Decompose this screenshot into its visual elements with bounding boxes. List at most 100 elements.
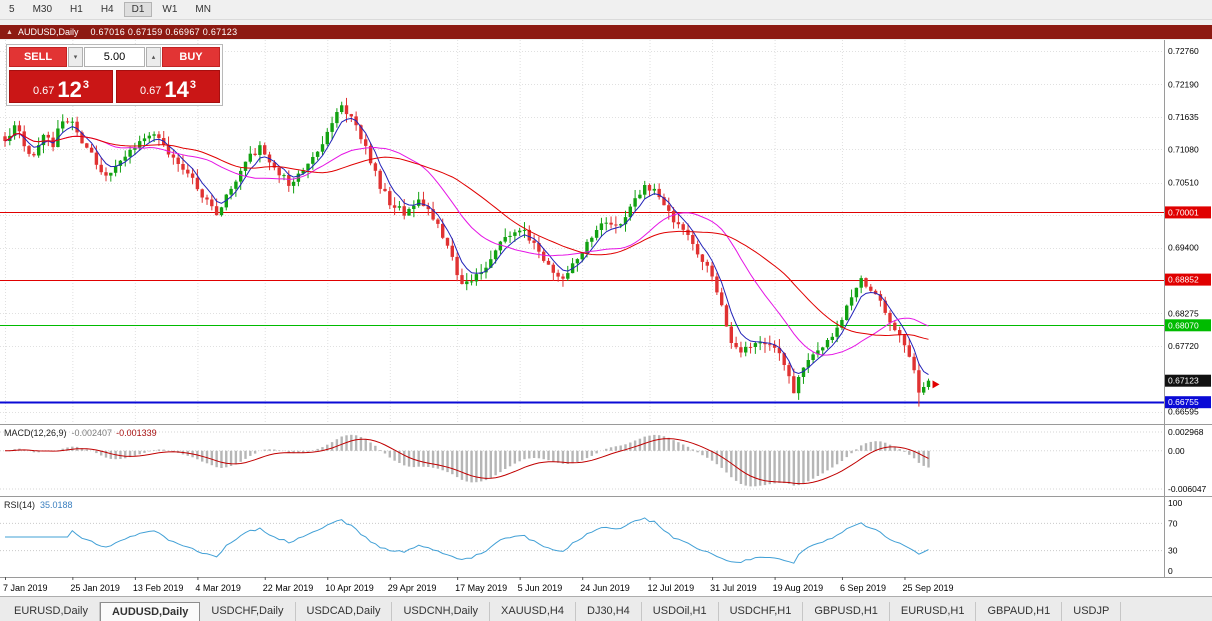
period-button-5[interactable]: 5 [9, 4, 15, 15]
rsi-axis: 100 70 30 0 [1168, 498, 1182, 576]
price-level-lines[interactable] [0, 212, 1164, 404]
svg-text:25 Jan 2019: 25 Jan 2019 [70, 583, 120, 593]
sell-button[interactable]: SELL [9, 47, 67, 67]
candles-series [3, 97, 931, 407]
moving-average-lines [4, 117, 929, 376]
svg-text:0.68070: 0.68070 [1168, 320, 1199, 330]
svg-text:0: 0 [1168, 566, 1173, 576]
tab-audusd-daily[interactable]: AUDUSD,Daily [99, 602, 201, 621]
svg-text:0.68852: 0.68852 [1168, 275, 1199, 285]
macd-axis: 0.002968 0.00 -0.006047 [1168, 427, 1207, 494]
tab-eurusd-daily[interactable]: EURUSD,Daily [3, 602, 100, 621]
chart-title: AUDUSD,Daily [17, 27, 79, 37]
macd-indicator-label: MACD(12,26,9) -0.002407 -0.001339 [4, 428, 157, 438]
svg-text:0.68275: 0.68275 [1168, 308, 1199, 318]
volume-increase-button[interactable]: ▴ [146, 47, 161, 67]
tab-xauusd-h4[interactable]: XAUUSD,H4 [490, 602, 576, 621]
svg-text:6 Sep 2019: 6 Sep 2019 [840, 583, 886, 593]
svg-text:0.72190: 0.72190 [1168, 79, 1199, 89]
svg-text:17 May 2019: 17 May 2019 [455, 583, 507, 593]
svg-text:22 Mar 2019: 22 Mar 2019 [263, 583, 314, 593]
chart-icon: ▲ [6, 28, 13, 36]
macd-histogram [8, 434, 930, 487]
svg-text:0.67720: 0.67720 [1168, 341, 1199, 351]
svg-text:0.70001: 0.70001 [1168, 207, 1199, 217]
tab-usdcad-daily[interactable]: USDCAD,Daily [296, 602, 393, 621]
period-button-w1[interactable]: W1 [162, 4, 178, 15]
svg-text:0.70510: 0.70510 [1168, 178, 1199, 188]
sell-price-sup: 3 [82, 79, 90, 91]
period-button-h4[interactable]: H4 [100, 4, 114, 15]
tab-dj30-h4[interactable]: DJ30,H4 [576, 602, 642, 621]
svg-text:0.00: 0.00 [1168, 446, 1185, 456]
svg-text:0.67123: 0.67123 [1168, 376, 1199, 386]
tab-usdcnh-daily[interactable]: USDCNH,Daily [392, 602, 491, 621]
svg-text:13 Feb 2019: 13 Feb 2019 [133, 583, 184, 593]
panel-separators [0, 40, 1212, 578]
svg-text:10 Apr 2019: 10 Apr 2019 [325, 583, 374, 593]
trade-arrow-icon [932, 380, 940, 389]
svg-text:4 Mar 2019: 4 Mar 2019 [195, 583, 241, 593]
period-button-m30[interactable]: M30 [32, 4, 53, 15]
svg-text:0.66595: 0.66595 [1168, 407, 1199, 417]
rsi-grid [0, 522, 1164, 552]
macd-grid [0, 431, 1164, 490]
svg-text:0.71080: 0.71080 [1168, 144, 1199, 154]
sell-price-big: 12 [57, 77, 82, 102]
tab-usdchf-h1[interactable]: USDCHF,H1 [719, 602, 804, 621]
svg-text:-0.006047: -0.006047 [1168, 484, 1207, 494]
buy-price-sup: 3 [189, 79, 197, 91]
svg-text:31 Jul 2019: 31 Jul 2019 [710, 583, 757, 593]
chart-ohlc-values: 0.67016 0.67159 0.66967 0.67123 [90, 27, 238, 37]
rsi-value: 35.0188 [40, 500, 73, 510]
tab-gbpusd-h1[interactable]: GBPUSD,H1 [803, 602, 890, 621]
svg-text:12 Jul 2019: 12 Jul 2019 [648, 583, 695, 593]
rsi-line [5, 517, 929, 564]
svg-text:0.71635: 0.71635 [1168, 112, 1199, 122]
buy-price-button[interactable]: 0.67 14 3 [116, 70, 220, 103]
chart-caption-bar[interactable]: ▲ AUDUSD,Daily 0.67016 0.67159 0.66967 0… [0, 25, 1212, 39]
tab-usdjp[interactable]: USDJP [1062, 602, 1122, 621]
svg-text:30: 30 [1168, 546, 1178, 556]
tab-usdoil-h1[interactable]: USDOil,H1 [642, 602, 719, 621]
timeframe-toolbar: 5 M30 H1 H4 D1 W1 MN [0, 0, 1212, 20]
buy-button[interactable]: BUY [162, 47, 220, 67]
macd-main-value: -0.002407 [71, 428, 113, 438]
svg-text:0.66755: 0.66755 [1168, 397, 1199, 407]
chart-tabs-bar: EURUSD,Daily AUDUSD,Daily USDCHF,Daily USDC… [0, 596, 1212, 621]
volume-decrease-button[interactable]: ▾ [68, 47, 83, 67]
one-click-trading-panel: SELL ▾ 5.00 ▴ BUY 0.67 12 3 0.67 14 3 [6, 44, 223, 106]
volume-input[interactable]: 5.00 [84, 47, 145, 67]
sell-price-prefix: 0.67 [32, 85, 55, 97]
macd-label: MACD(12,26,9) [4, 428, 67, 438]
chart-area[interactable]: 0.002968 0.00 -0.006047 100 70 30 0 0.72760 0.72… [0, 40, 1212, 596]
period-button-mn[interactable]: MN [195, 4, 211, 15]
svg-text:19 Aug 2019: 19 Aug 2019 [773, 583, 824, 593]
svg-text:0.72760: 0.72760 [1168, 46, 1199, 56]
svg-text:25 Sep 2019: 25 Sep 2019 [902, 583, 953, 593]
grid-lines [0, 40, 1164, 423]
date-axis[interactable]: 7 Jan 2019 25 Jan 2019 13 Feb 2019 4 Mar 20… [3, 577, 954, 593]
svg-text:70: 70 [1168, 518, 1178, 528]
macd-signal-line [4, 438, 929, 485]
svg-text:5 Jun 2019: 5 Jun 2019 [518, 583, 563, 593]
volume-stepper: ▾ 5.00 ▴ [68, 47, 161, 67]
svg-text:29 Apr 2019: 29 Apr 2019 [388, 583, 437, 593]
chart-canvas[interactable]: 0.002968 0.00 -0.006047 100 70 30 0 0.72760 0.72… [0, 40, 1212, 596]
price-axis[interactable]: 0.727600.721900.716350.710800.705100.699… [1165, 46, 1211, 417]
rsi-label: RSI(14) [4, 500, 36, 510]
tab-usdchf-daily[interactable]: USDCHF,Daily [200, 602, 296, 621]
svg-text:0.69400: 0.69400 [1168, 243, 1199, 253]
tab-gbpaud-h1[interactable]: GBPAUD,H1 [976, 602, 1063, 621]
sell-price-button[interactable]: 0.67 12 3 [9, 70, 113, 103]
svg-text:24 Jun 2019: 24 Jun 2019 [580, 583, 630, 593]
svg-text:100: 100 [1168, 498, 1182, 508]
rsi-indicator-label: RSI(14) 35.0188 [4, 500, 73, 510]
svg-text:0.002968: 0.002968 [1168, 427, 1204, 437]
period-button-h1[interactable]: H1 [70, 4, 83, 15]
period-button-d1[interactable]: D1 [123, 2, 153, 17]
buy-price-big: 14 [164, 77, 189, 102]
buy-price-prefix: 0.67 [139, 85, 162, 97]
tab-eurusd-h1[interactable]: EURUSD,H1 [890, 602, 977, 621]
